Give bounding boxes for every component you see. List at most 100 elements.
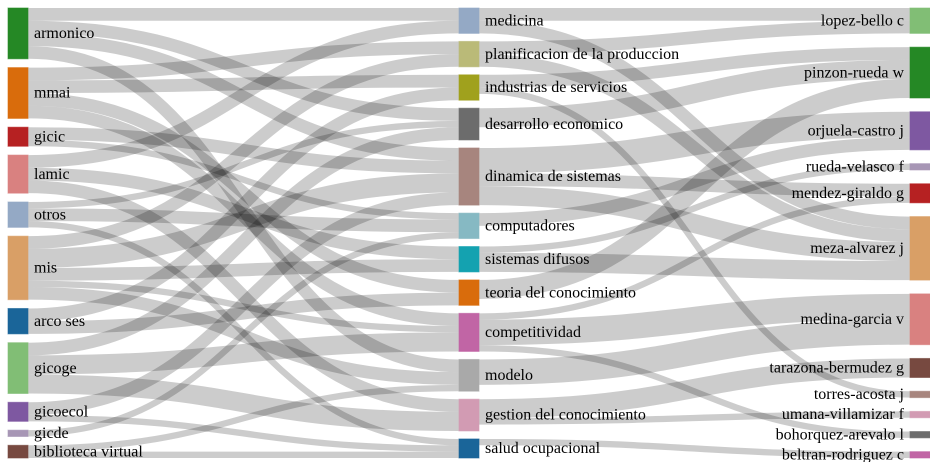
- link: [27, 173, 460, 268]
- node: [7, 401, 29, 422]
- link: [27, 20, 460, 121]
- node: [7, 126, 29, 147]
- node-label: gicic: [34, 128, 65, 145]
- node-label: lopez-bello c: [821, 12, 904, 29]
- node: [7, 154, 29, 194]
- node-label: salud ocupacional: [485, 440, 601, 457]
- node: [909, 357, 930, 379]
- node-label: torres-acosta j: [814, 386, 904, 403]
- node: [909, 7, 930, 34]
- node: [7, 444, 29, 459]
- node: [458, 7, 480, 34]
- link: [478, 345, 911, 438]
- node: [458, 438, 480, 459]
- node: [909, 451, 930, 459]
- node-label: mis: [34, 260, 57, 277]
- node: [7, 67, 29, 119]
- link: [27, 374, 460, 431]
- node-label: medicina: [485, 12, 544, 29]
- link: [27, 127, 460, 174]
- node-label: gicoecol: [34, 403, 89, 420]
- link: [27, 74, 460, 94]
- link: [27, 221, 460, 446]
- node-label: gicoge: [34, 360, 77, 377]
- link: [478, 163, 911, 253]
- link: [27, 414, 460, 452]
- node-label: arco ses: [34, 313, 85, 330]
- node-label: computadores: [485, 217, 575, 234]
- node-label: mmai: [34, 85, 71, 102]
- node-label: armonico: [34, 25, 94, 42]
- link: [478, 137, 911, 226]
- link: [27, 54, 460, 249]
- link: [27, 139, 460, 220]
- node: [909, 183, 930, 204]
- link: [478, 59, 911, 128]
- node-label: desarrollo economico: [485, 116, 623, 133]
- node-label: umana-villamizar f: [782, 406, 905, 423]
- node: [458, 312, 480, 352]
- node: [7, 201, 29, 228]
- link: [478, 20, 911, 55]
- node-label: sistemas difusos: [485, 251, 589, 268]
- node-label: tarazona-bermudez g: [769, 360, 904, 377]
- node: [458, 358, 480, 392]
- node-label: mendez-giraldo g: [792, 185, 904, 202]
- link: [478, 186, 911, 262]
- node: [909, 431, 930, 439]
- link: [27, 180, 460, 412]
- link: [478, 87, 911, 398]
- node-label: planificacion de la produccion: [485, 46, 679, 63]
- node: [909, 46, 930, 99]
- link: [478, 358, 911, 419]
- node: [7, 342, 29, 394]
- link: [27, 87, 460, 322]
- link: [27, 280, 460, 333]
- node-label: biblioteca virtual: [34, 443, 143, 460]
- node-label: modelo: [485, 367, 533, 384]
- link: [27, 332, 460, 375]
- link: [478, 54, 911, 242]
- node-label: pinzon-rueda w: [804, 64, 904, 81]
- node: [909, 410, 930, 419]
- node: [7, 235, 29, 301]
- node: [458, 147, 480, 206]
- link: [478, 438, 911, 459]
- node-label: rueda-velasco f: [806, 158, 905, 175]
- node-label: otros: [34, 206, 66, 223]
- node: [909, 111, 930, 151]
- node-label: gestion del conocimiento: [485, 407, 646, 424]
- node-label: orjuela-castro j: [808, 122, 904, 139]
- node-label: gicde: [34, 425, 69, 442]
- node-label: industrias de servicios: [485, 79, 627, 96]
- link: [27, 286, 460, 385]
- link: [27, 167, 460, 260]
- node-label: teoria del conocimiento: [485, 284, 636, 301]
- link: [27, 259, 460, 281]
- node: [909, 216, 930, 281]
- node-label: bohorquez-arevalo l: [776, 426, 905, 443]
- link: [478, 319, 911, 385]
- link: [478, 47, 911, 88]
- node-label: meza-alvarez j: [810, 240, 904, 257]
- links: [27, 7, 911, 459]
- link: [27, 46, 460, 373]
- node-label: medina-garcia v: [801, 311, 905, 328]
- link: [478, 411, 911, 425]
- node: [7, 429, 29, 437]
- link: [27, 120, 460, 209]
- node: [7, 7, 29, 60]
- link: [27, 105, 460, 327]
- link: [27, 192, 460, 415]
- node: [909, 390, 930, 399]
- link: [27, 127, 460, 356]
- node: [458, 246, 480, 273]
- node: [7, 307, 29, 335]
- link: [27, 20, 460, 168]
- node: [458, 212, 480, 240]
- node-label: dinamica de sistemas: [485, 168, 621, 185]
- link: [27, 292, 460, 334]
- link: [478, 173, 911, 197]
- link: [27, 33, 460, 161]
- link: [478, 111, 911, 174]
